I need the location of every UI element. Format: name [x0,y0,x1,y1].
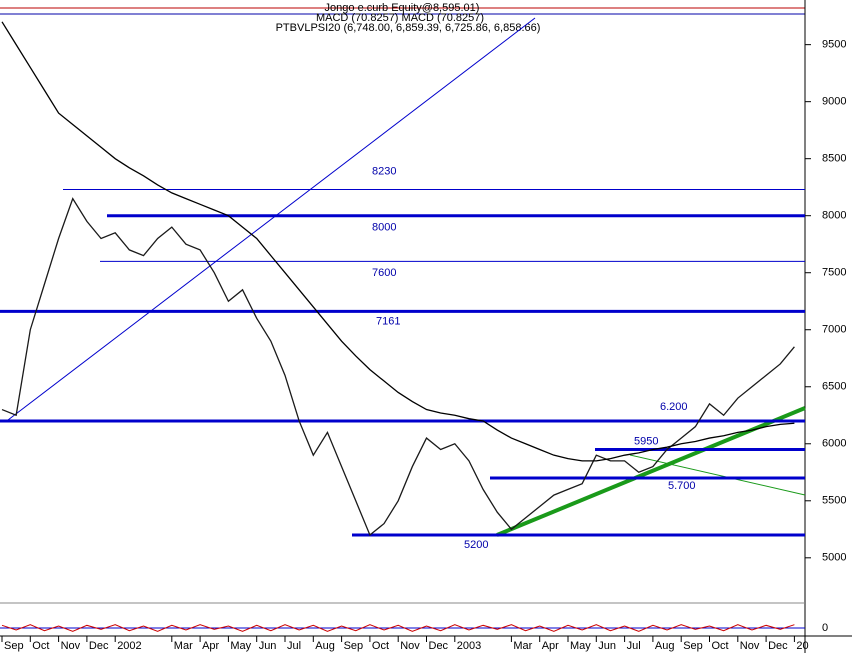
x-tick-label: Apr [542,640,559,652]
y-tick-label: 8500 [822,153,846,165]
x-tick-label: Aug [655,640,675,652]
x-tick-label: Oct [32,640,49,652]
series-line [1,624,795,632]
x-tick-label: 2003 [457,640,481,652]
y-tick-label: 9500 [822,39,846,51]
x-tick-label: Sep [344,640,364,652]
header-text: PTBVLPSI20 (6,748.00, 6,859.39, 6,725.86… [276,22,541,34]
x-tick-label: Mar [513,640,532,652]
level-label: 7600 [372,267,396,279]
x-tick-label: Oct [712,640,729,652]
level-label: 6.200 [660,401,688,413]
x-tick-label: Oct [372,640,389,652]
x-tick-label: 20 [796,640,808,652]
y-tick-label: 6500 [822,381,846,393]
trend-line [7,17,536,421]
level-label: 5.700 [668,480,696,492]
x-tick-label: Nov [61,640,81,652]
x-tick-label: Jun [598,640,616,652]
y-tick-label: 5000 [822,552,846,564]
y-tick-label: 5500 [822,495,846,507]
y-tick-label: 0 [822,622,828,634]
x-tick-label: Dec [429,640,449,652]
x-tick-label: May [570,640,591,652]
series-line [1,21,795,462]
header-text: MACD (70.8257) MACD (70.8257) [316,12,484,24]
x-tick-label: Sep [683,640,703,652]
y-tick-label: 6000 [822,438,846,450]
level-label: 5200 [464,539,488,551]
level-label: 8000 [372,222,396,234]
series-line [1,197,795,537]
x-tick-label: Dec [89,640,109,652]
x-tick-label: Apr [202,640,219,652]
level-label: 8230 [372,165,396,177]
x-tick-label: May [230,640,251,652]
x-tick-label: 2002 [117,640,141,652]
x-tick-label: Nov [740,640,760,652]
x-tick-label: Jun [259,640,277,652]
header-text: Jongo e.curb Equity@8,595.01) [325,2,480,14]
x-tick-label: Sep [4,640,24,652]
level-label: 7161 [376,315,400,327]
x-tick-label: Jul [287,640,301,652]
y-tick-label: 7000 [822,324,846,336]
x-tick-label: Jul [627,640,641,652]
x-tick-label: Nov [400,640,420,652]
level-label: 5950 [634,435,658,447]
x-tick-label: Mar [174,640,193,652]
y-tick-label: 9000 [822,96,846,108]
x-tick-label: Dec [768,640,788,652]
y-tick-label: 7500 [822,267,846,279]
x-tick-label: Aug [315,640,335,652]
trend-line [629,454,806,496]
y-tick-label: 8000 [822,210,846,222]
